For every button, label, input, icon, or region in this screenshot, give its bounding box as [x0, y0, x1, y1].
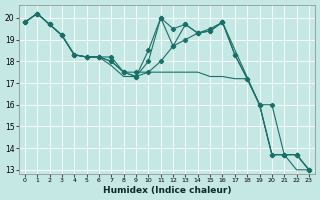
X-axis label: Humidex (Indice chaleur): Humidex (Indice chaleur)	[103, 186, 231, 195]
